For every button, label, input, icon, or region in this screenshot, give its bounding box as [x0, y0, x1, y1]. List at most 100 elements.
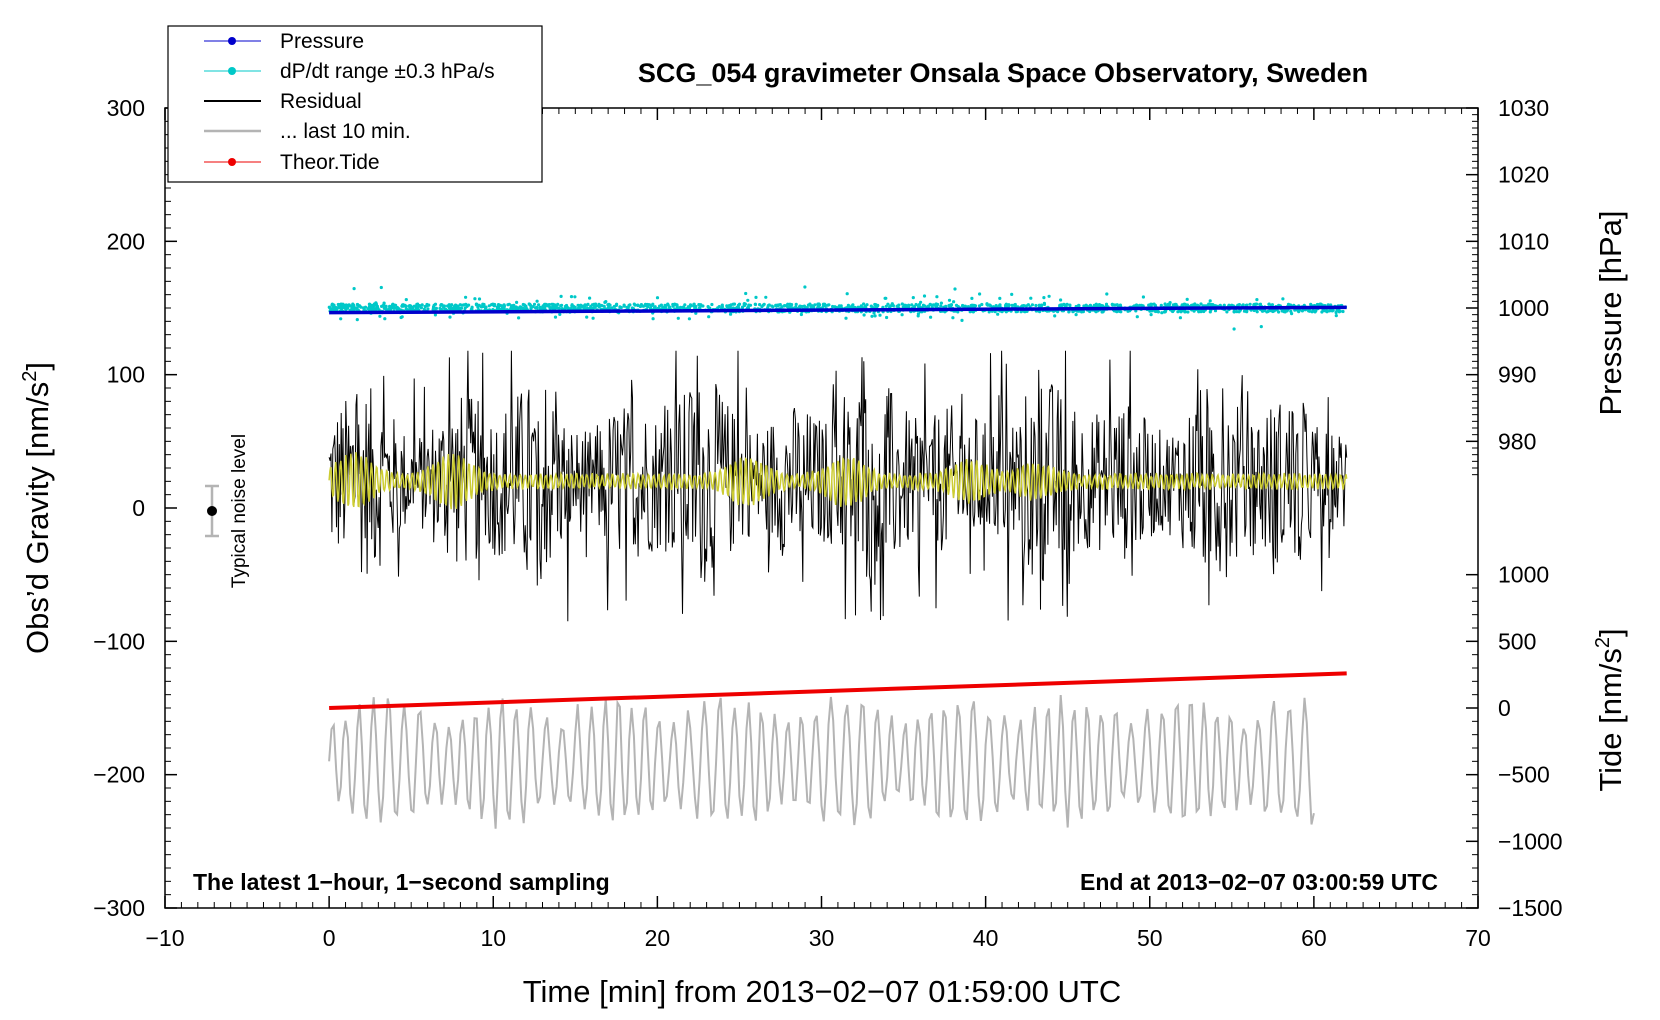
dpdt-point	[535, 299, 539, 303]
dpdt-point	[728, 305, 732, 309]
dpdt-point	[543, 306, 547, 310]
pressure-tick-label: 990	[1498, 362, 1536, 388]
dpdt-point	[409, 308, 413, 312]
dpdt-point	[837, 304, 842, 308]
dpdt-point	[746, 305, 750, 309]
dpdt-point	[710, 302, 714, 307]
dpdt-point	[388, 304, 392, 308]
dpdt-point	[1029, 296, 1033, 300]
dpdt-point	[699, 303, 703, 307]
dpdt-point	[916, 314, 920, 318]
pressure-tick-label: 1010	[1498, 228, 1549, 254]
dpdt-point	[1308, 309, 1312, 313]
dpdt-point	[1067, 310, 1071, 314]
dpdt-point	[811, 305, 815, 309]
dpdt-point	[1010, 292, 1014, 296]
dpdt-point	[998, 296, 1002, 300]
dpdt-point	[551, 302, 555, 306]
dpdt-point	[1180, 303, 1184, 307]
dpdt-point	[1058, 304, 1062, 308]
dpdt-point	[433, 302, 438, 306]
dpdt-point	[416, 302, 420, 306]
dpdt-point	[1153, 309, 1157, 313]
dpdt-point	[651, 317, 655, 321]
tide-axis-label-end: ]	[1593, 628, 1628, 637]
dpdt-point	[729, 312, 733, 316]
dpdt-point	[517, 316, 521, 320]
dpdt-point	[746, 298, 750, 302]
dpdt-point	[1100, 310, 1104, 314]
dpdt-point	[565, 305, 569, 309]
dpdt-point	[831, 304, 835, 309]
dpdt-point	[356, 303, 360, 307]
dpdt-point	[420, 303, 424, 307]
dpdt-point	[970, 296, 974, 300]
gravity-axis-label: Obs’d Gravity [nm/s2]	[19, 362, 55, 654]
dpdt-point	[876, 303, 880, 307]
dpdt-point	[588, 296, 592, 300]
dpdt-point	[960, 318, 964, 322]
dpdt-point	[470, 305, 474, 309]
x-tick-label: 70	[1465, 925, 1491, 951]
dpdt-point	[929, 315, 933, 319]
tide-axis-label-main: Tide [nm/s	[1593, 648, 1628, 792]
last-10-min-series	[328, 695, 1315, 829]
dpdt-point	[636, 303, 640, 307]
dpdt-point	[922, 294, 927, 298]
dpdt-point	[1258, 302, 1263, 306]
dpdt-point	[477, 303, 481, 307]
dpdt-point	[897, 303, 901, 307]
dpdt-point	[383, 317, 387, 321]
dpdt-point	[786, 302, 790, 306]
dpdt-point	[502, 304, 506, 308]
dpdt-point	[585, 306, 590, 310]
dpdt-point	[1232, 310, 1236, 314]
dpdt-point	[1007, 304, 1011, 308]
dpdt-point	[873, 314, 877, 318]
dpdt-point	[1281, 297, 1285, 301]
dpdt-point	[622, 304, 626, 308]
dpdt-point	[330, 303, 334, 307]
tide-axis-label: Tide [nm/s2]	[1592, 628, 1628, 791]
dpdt-point	[939, 301, 944, 305]
dpdt-point	[1176, 310, 1180, 314]
dpdt-point	[375, 304, 379, 308]
dpdt-point	[1104, 302, 1109, 306]
tide-tick-label: 0	[1498, 695, 1511, 721]
dpdt-point	[1199, 302, 1203, 306]
dpdt-point	[556, 302, 560, 306]
dpdt-point	[799, 312, 804, 317]
dpdt-point	[972, 303, 977, 308]
dpdt-point	[961, 303, 965, 308]
legend-item-tide: Theor.Tide	[204, 151, 380, 174]
dpdt-point	[658, 304, 662, 308]
dpdt-point	[647, 303, 652, 307]
dpdt-point	[633, 303, 637, 307]
dpdt-point	[1026, 303, 1030, 307]
dpdt-point	[889, 304, 893, 308]
dpdt-point	[1082, 304, 1086, 308]
dpdt-point	[431, 305, 436, 309]
dpdt-point	[1213, 309, 1218, 313]
dpdt-point	[335, 306, 339, 310]
dpdt-point	[1149, 313, 1153, 317]
noise-point	[207, 506, 217, 516]
dpdt-point	[903, 304, 907, 308]
dpdt-point	[374, 301, 378, 305]
dpdt-point	[618, 305, 622, 309]
dpdt-point	[872, 311, 876, 315]
tide-tick-label: 500	[1498, 628, 1536, 654]
dpdt-point	[911, 296, 915, 300]
dpdt-point	[339, 317, 343, 321]
legend-label-tide: Theor.Tide	[280, 151, 380, 174]
tide-tick-label: −1500	[1498, 895, 1563, 921]
dpdt-point	[844, 316, 848, 320]
dpdt-point	[600, 304, 604, 308]
dpdt-point	[1262, 309, 1266, 313]
dpdt-point	[1326, 303, 1330, 307]
dpdt-point	[846, 303, 851, 307]
dpdt-point	[921, 303, 926, 307]
dpdt-point	[770, 304, 774, 308]
dpdt-point	[988, 304, 993, 308]
dpdt-point	[758, 303, 762, 307]
